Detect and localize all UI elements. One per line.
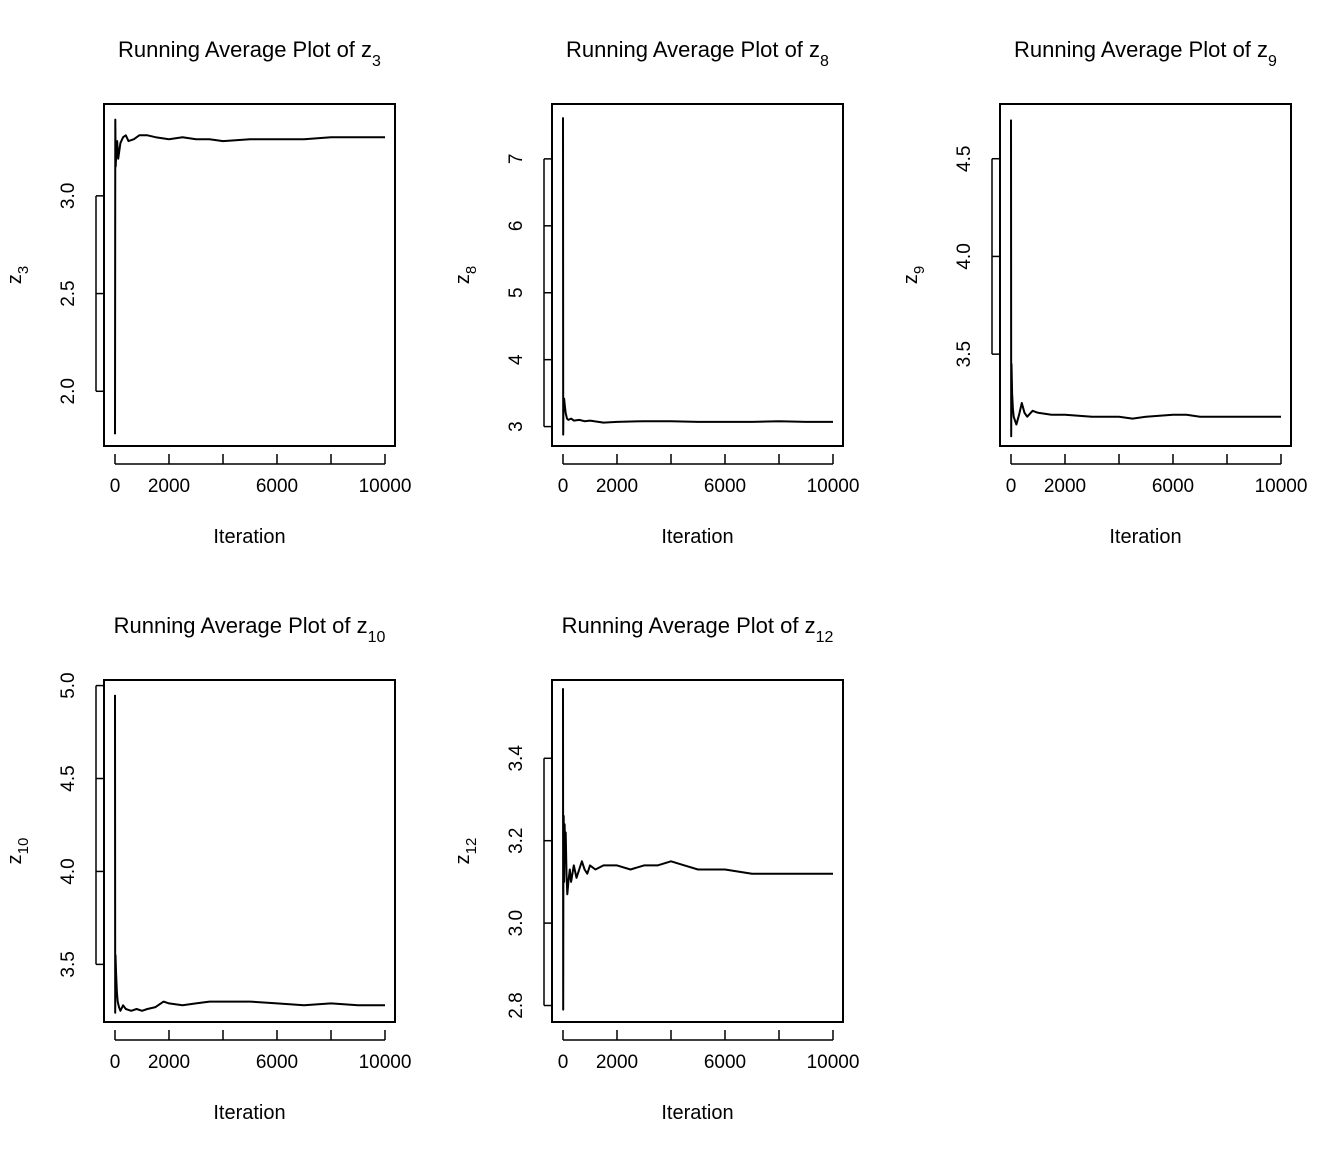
y-tick-label: 3.0 bbox=[58, 183, 79, 209]
x-tick-label: 2000 bbox=[596, 476, 638, 497]
y-tick-label: 2.8 bbox=[506, 992, 527, 1018]
chart-panel-3: Running Average Plot of z90 2000 6000 10000… bbox=[900, 37, 1307, 548]
y-tick-label: 3.2 bbox=[506, 827, 527, 853]
y-axis-label: z10 bbox=[4, 838, 32, 865]
chart-title: Running Average Plot of z9 bbox=[1014, 37, 1277, 70]
y-tick-label: 5 bbox=[506, 287, 527, 298]
y-tick-label: 5.0 bbox=[58, 672, 79, 698]
x-tick-label: 6000 bbox=[704, 1052, 746, 1073]
y-axis-label-text: z bbox=[900, 274, 922, 284]
y-tick-label: 6 bbox=[506, 221, 527, 232]
y-tick-label: 2.0 bbox=[58, 378, 79, 404]
x-tick-label: 2000 bbox=[148, 476, 190, 497]
y-axis-label-text: z bbox=[452, 854, 474, 864]
y-axis-label: z12 bbox=[452, 838, 480, 865]
chart-title: Running Average Plot of z3 bbox=[118, 37, 381, 70]
chart-title-subscript: 10 bbox=[368, 629, 386, 646]
chart-title-subscript: 12 bbox=[816, 629, 834, 646]
x-tick-label: 6000 bbox=[1152, 476, 1194, 497]
plot-frame bbox=[103, 679, 396, 1023]
y-tick-label: 7 bbox=[506, 154, 527, 165]
y-tick-label: 4.5 bbox=[954, 146, 975, 172]
y-tick-label: 3 bbox=[506, 421, 527, 432]
x-tick-label: 2000 bbox=[596, 1052, 638, 1073]
x-axis-label: Iteration bbox=[1109, 526, 1181, 548]
chart-title: Running Average Plot of z8 bbox=[566, 37, 829, 70]
x-tick-label: 2000 bbox=[148, 1052, 190, 1073]
x-tick-label: 10000 bbox=[359, 1052, 412, 1073]
y-axis-label-text: z bbox=[4, 274, 26, 284]
x-tick-label: 0 bbox=[110, 1052, 121, 1073]
chart-title-text: Running Average Plot of z bbox=[566, 37, 820, 62]
y-tick-label: 3.5 bbox=[58, 951, 79, 977]
x-axis-label: Iteration bbox=[213, 526, 285, 548]
plot-frame bbox=[551, 103, 844, 447]
y-axis-label-subscript: 8 bbox=[463, 266, 480, 274]
y-axis-label: z9 bbox=[900, 266, 928, 284]
x-tick-label: 6000 bbox=[256, 1052, 298, 1073]
x-tick-label: 10000 bbox=[1255, 476, 1308, 497]
chart-panel-2: Running Average Plot of z80 2000 6000 10000… bbox=[452, 37, 859, 548]
series-line-1 bbox=[114, 118, 385, 435]
y-tick-label: 4.0 bbox=[954, 243, 975, 269]
chart-title: Running Average Plot of z12 bbox=[562, 613, 834, 646]
y-axis-label-text: z bbox=[452, 274, 474, 284]
x-tick-label: 10000 bbox=[359, 476, 412, 497]
plot-frame bbox=[999, 103, 1292, 447]
y-axis-label: z8 bbox=[452, 266, 480, 284]
x-tick-label: 6000 bbox=[704, 476, 746, 497]
chart-title-subscript: 8 bbox=[820, 53, 829, 70]
y-tick-label: 4.5 bbox=[58, 765, 79, 791]
y-tick-label: 3.0 bbox=[506, 910, 527, 936]
y-axis-label-subscript: 12 bbox=[463, 838, 480, 855]
x-tick-label: 0 bbox=[558, 1052, 569, 1073]
x-tick-label: 0 bbox=[558, 476, 569, 497]
plot-frame bbox=[103, 103, 396, 447]
y-tick-label: 4 bbox=[506, 354, 527, 365]
x-tick-label: 10000 bbox=[807, 476, 860, 497]
series-line-1 bbox=[1010, 119, 1281, 438]
x-tick-label: 2000 bbox=[1044, 476, 1086, 497]
y-tick-label: 2.5 bbox=[58, 280, 79, 306]
y-axis-label: z3 bbox=[4, 266, 32, 284]
y-tick-label: 4.0 bbox=[58, 858, 79, 884]
chart-title-text: Running Average Plot of z bbox=[118, 37, 372, 62]
y-axis-label-subscript: 10 bbox=[15, 838, 32, 855]
chart-title-text: Running Average Plot of z bbox=[1014, 37, 1268, 62]
x-tick-label: 0 bbox=[1006, 476, 1017, 497]
y-axis-label-subscript: 9 bbox=[911, 266, 928, 274]
y-axis-label-text: z bbox=[4, 854, 26, 864]
x-axis-label: Iteration bbox=[661, 526, 733, 548]
series-line-1 bbox=[562, 117, 833, 436]
chart-title-subscript: 3 bbox=[372, 53, 381, 70]
x-tick-label: 0 bbox=[110, 476, 121, 497]
x-tick-label: 10000 bbox=[807, 1052, 860, 1073]
chart-panel-1: Running Average Plot of z30 2000 6000 10000… bbox=[4, 37, 411, 548]
x-axis-label: Iteration bbox=[661, 1102, 733, 1124]
chart-title-text: Running Average Plot of z bbox=[562, 613, 816, 638]
y-axis-label-subscript: 3 bbox=[15, 266, 32, 274]
x-tick-label: 6000 bbox=[256, 476, 298, 497]
chart-title: Running Average Plot of z10 bbox=[114, 613, 386, 646]
series-line-1 bbox=[562, 688, 833, 1011]
chart-title-text: Running Average Plot of z bbox=[114, 613, 368, 638]
plot-frame bbox=[551, 679, 844, 1023]
x-axis-label: Iteration bbox=[213, 1102, 285, 1124]
y-tick-label: 3.5 bbox=[954, 341, 975, 367]
y-tick-label: 3.4 bbox=[506, 745, 527, 772]
series-line-1 bbox=[114, 694, 385, 1014]
chart-title-subscript: 9 bbox=[1268, 53, 1277, 70]
